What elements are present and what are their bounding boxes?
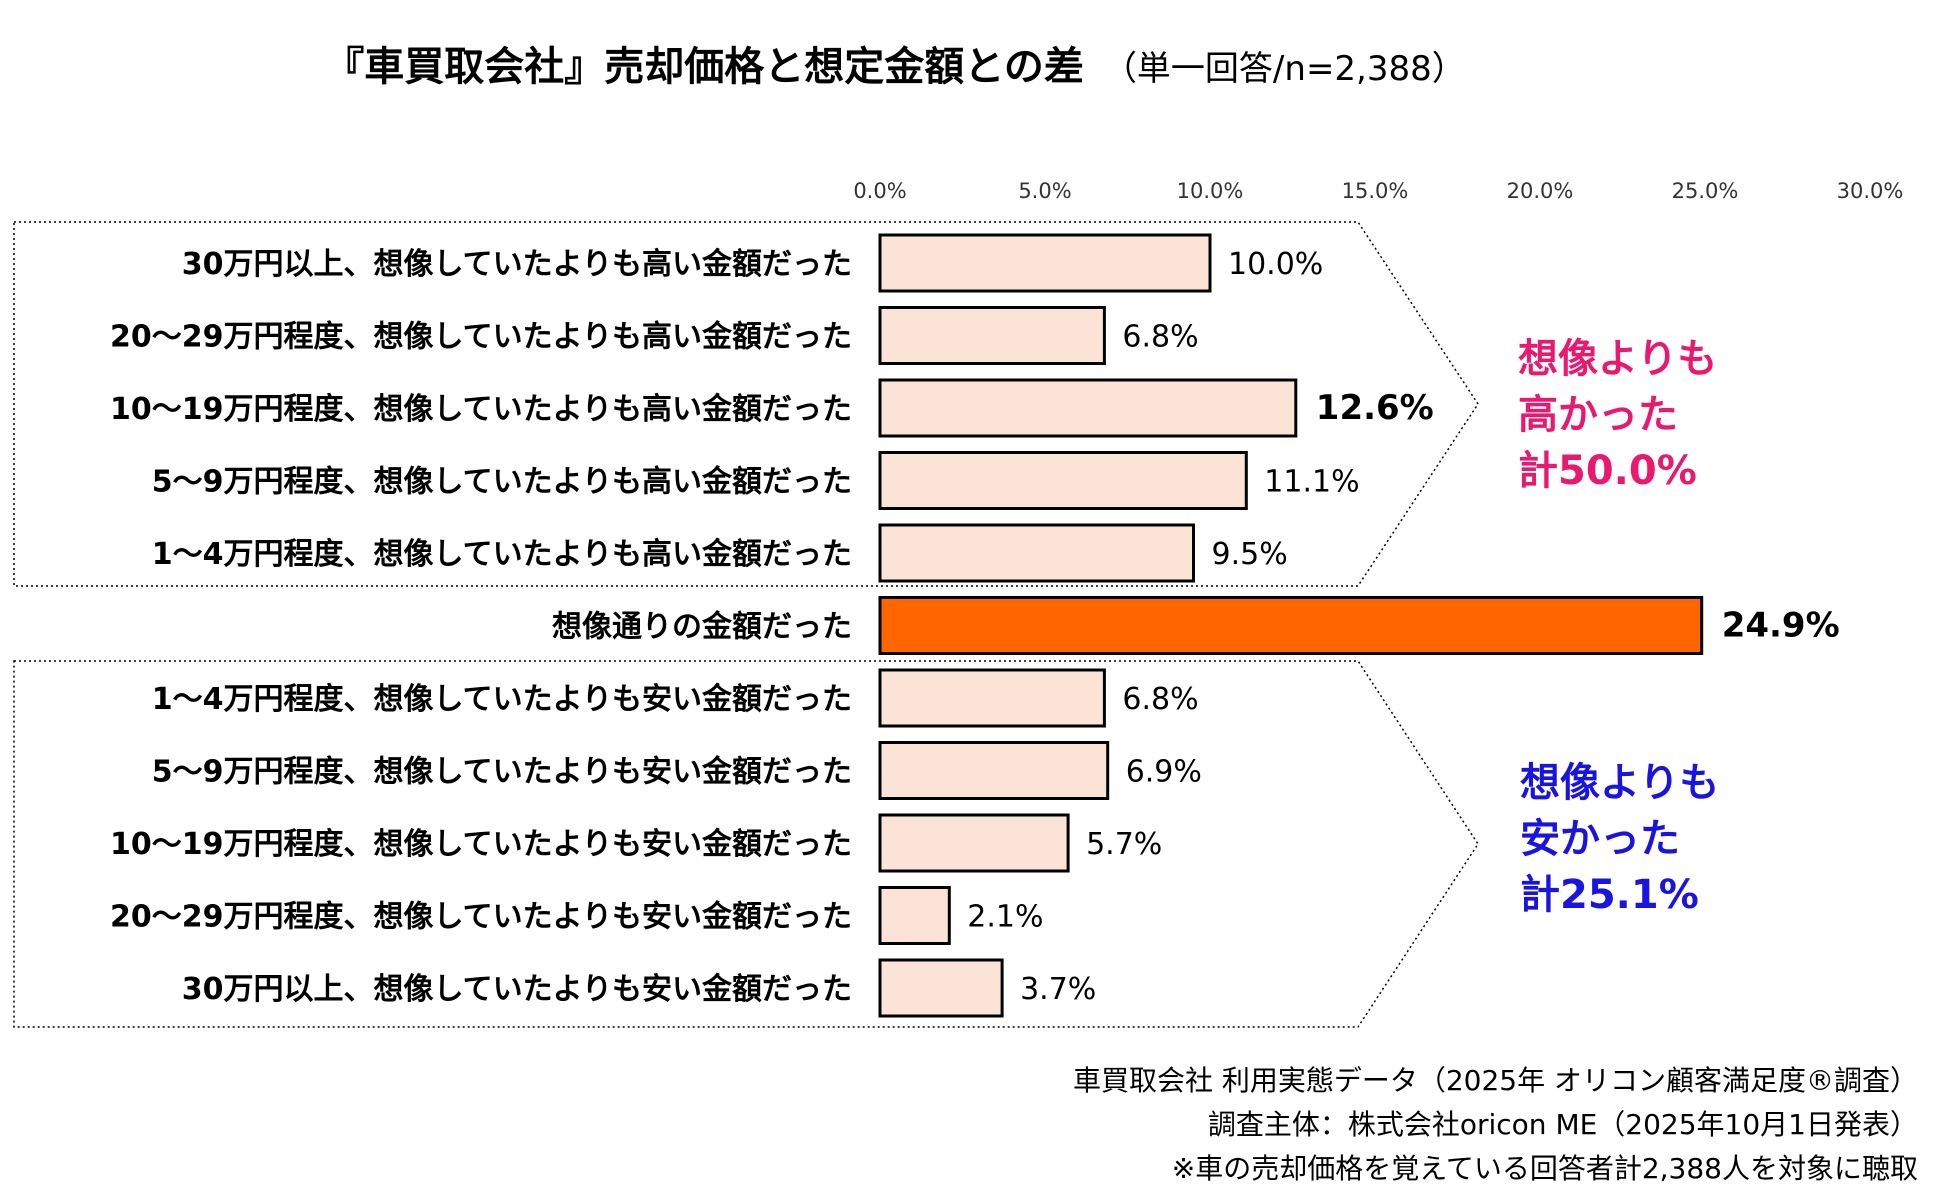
value-label: 10.0% bbox=[1228, 247, 1323, 282]
x-axis-ticks: 0.0% 5.0% 10.0% 15.0% 20.0% 25.0% 30.0% bbox=[853, 179, 1903, 203]
group-annotations: 想像よりも高かった計50.0%想像よりも安かった計25.1% bbox=[1518, 336, 1719, 918]
group-outlines bbox=[13, 221, 1479, 1028]
category-label: 1～4万円程度、想像していたよりも安い金額だった bbox=[152, 682, 852, 717]
category-label: 1～4万円程度、想像していたよりも高い金額だった bbox=[152, 537, 852, 572]
bar bbox=[878, 813, 1070, 873]
value-label: 6.8% bbox=[1122, 320, 1198, 355]
lower-group-outline bbox=[13, 660, 1479, 1028]
category-label: 5～9万円程度、想像していたよりも安い金額だった bbox=[152, 755, 852, 790]
footnote-line: 車買取会社 利用実態データ（2025年 オリコン顧客満足度®調査） bbox=[1073, 1064, 1918, 1097]
x-tick-label: 10.0% bbox=[1177, 179, 1244, 203]
category-label: 想像通りの金額だった bbox=[552, 610, 852, 645]
annotation-line: 計50.0% bbox=[1518, 448, 1697, 494]
bar-highlight bbox=[878, 596, 1704, 655]
value-label: 11.1% bbox=[1264, 465, 1359, 500]
chart-title: 『車買取会社』売却価格と想定金額との差 （単一回答/n=2,388） bbox=[324, 44, 1466, 90]
higher-group-outline bbox=[13, 221, 1479, 587]
x-tick-label: 25.0% bbox=[1672, 179, 1739, 203]
value-labels: 10.0% 6.8% 12.6% 11.1% 9.5% 24.9% 6.8% 6.9% 5.7%… bbox=[967, 247, 1839, 1007]
category-label: 20～29万円程度、想像していたよりも高い金額だった bbox=[110, 320, 852, 355]
category-label: 20～29万円程度、想像していたよりも安い金額だった bbox=[110, 900, 852, 935]
annotation-line: 想像よりも bbox=[1520, 760, 1719, 806]
value-label: 3.7% bbox=[1020, 972, 1096, 1007]
bar bbox=[878, 741, 1110, 800]
footnote-line: 調査主体：株式会社oricon ME（2025年10月1日発表） bbox=[1208, 1108, 1918, 1141]
category-label: 5～9万円程度、想像していたよりも高い金額だった bbox=[152, 465, 852, 500]
value-label: 2.1% bbox=[967, 900, 1043, 935]
value-label: 9.5% bbox=[1212, 537, 1288, 572]
category-label: 30万円以上、想像していたよりも安い金額だった bbox=[182, 972, 852, 1007]
chart-title-sub: （単一回答/n=2,388） bbox=[1103, 49, 1466, 89]
bar bbox=[878, 668, 1106, 728]
annotation-line: 高かった bbox=[1518, 392, 1678, 438]
bar bbox=[878, 233, 1212, 293]
bar bbox=[878, 958, 1004, 1018]
value-label: 12.6% bbox=[1316, 388, 1434, 428]
higher-total-annotation: 想像よりも高かった計50.0% bbox=[1518, 336, 1717, 494]
chart-title-main: 『車買取会社』売却価格と想定金額との差 bbox=[324, 44, 1084, 90]
x-tick-label: 0.0% bbox=[853, 179, 906, 203]
annotation-line: 計25.1% bbox=[1520, 872, 1699, 918]
category-label: 10～19万円程度、想像していたよりも高い金額だった bbox=[110, 392, 852, 427]
footnotes: 車買取会社 利用実態データ（2025年 オリコン顧客満足度®調査） 調査主体：株式… bbox=[1073, 1064, 1918, 1185]
value-label: 6.8% bbox=[1122, 682, 1198, 717]
bar bbox=[878, 523, 1195, 583]
bar bbox=[878, 886, 951, 945]
bar bbox=[878, 451, 1248, 510]
bar bbox=[878, 378, 1298, 438]
x-tick-label: 30.0% bbox=[1837, 179, 1904, 203]
category-label: 30万円以上、想像していたよりも高い金額だった bbox=[182, 247, 852, 282]
footnote-line: ※車の売却価格を覚えている回答者計2,388人を対象に聴取 bbox=[1172, 1152, 1918, 1185]
bar bbox=[878, 306, 1106, 365]
annotation-line: 想像よりも bbox=[1518, 336, 1717, 382]
lower-total-annotation: 想像よりも安かった計25.1% bbox=[1520, 760, 1719, 918]
x-tick-label: 20.0% bbox=[1507, 179, 1574, 203]
bars bbox=[878, 233, 1704, 1018]
category-label: 10～19万円程度、想像していたよりも安い金額だった bbox=[110, 827, 852, 862]
value-label: 6.9% bbox=[1126, 755, 1202, 790]
x-tick-label: 5.0% bbox=[1018, 179, 1071, 203]
x-tick-label: 15.0% bbox=[1342, 179, 1409, 203]
category-labels: 30万円以上、想像していたよりも高い金額だった 20～29万円程度、想像していたよ… bbox=[110, 247, 852, 1007]
annotation-line: 安かった bbox=[1520, 816, 1680, 862]
value-label: 24.9% bbox=[1722, 606, 1840, 646]
value-label: 5.7% bbox=[1086, 827, 1162, 862]
